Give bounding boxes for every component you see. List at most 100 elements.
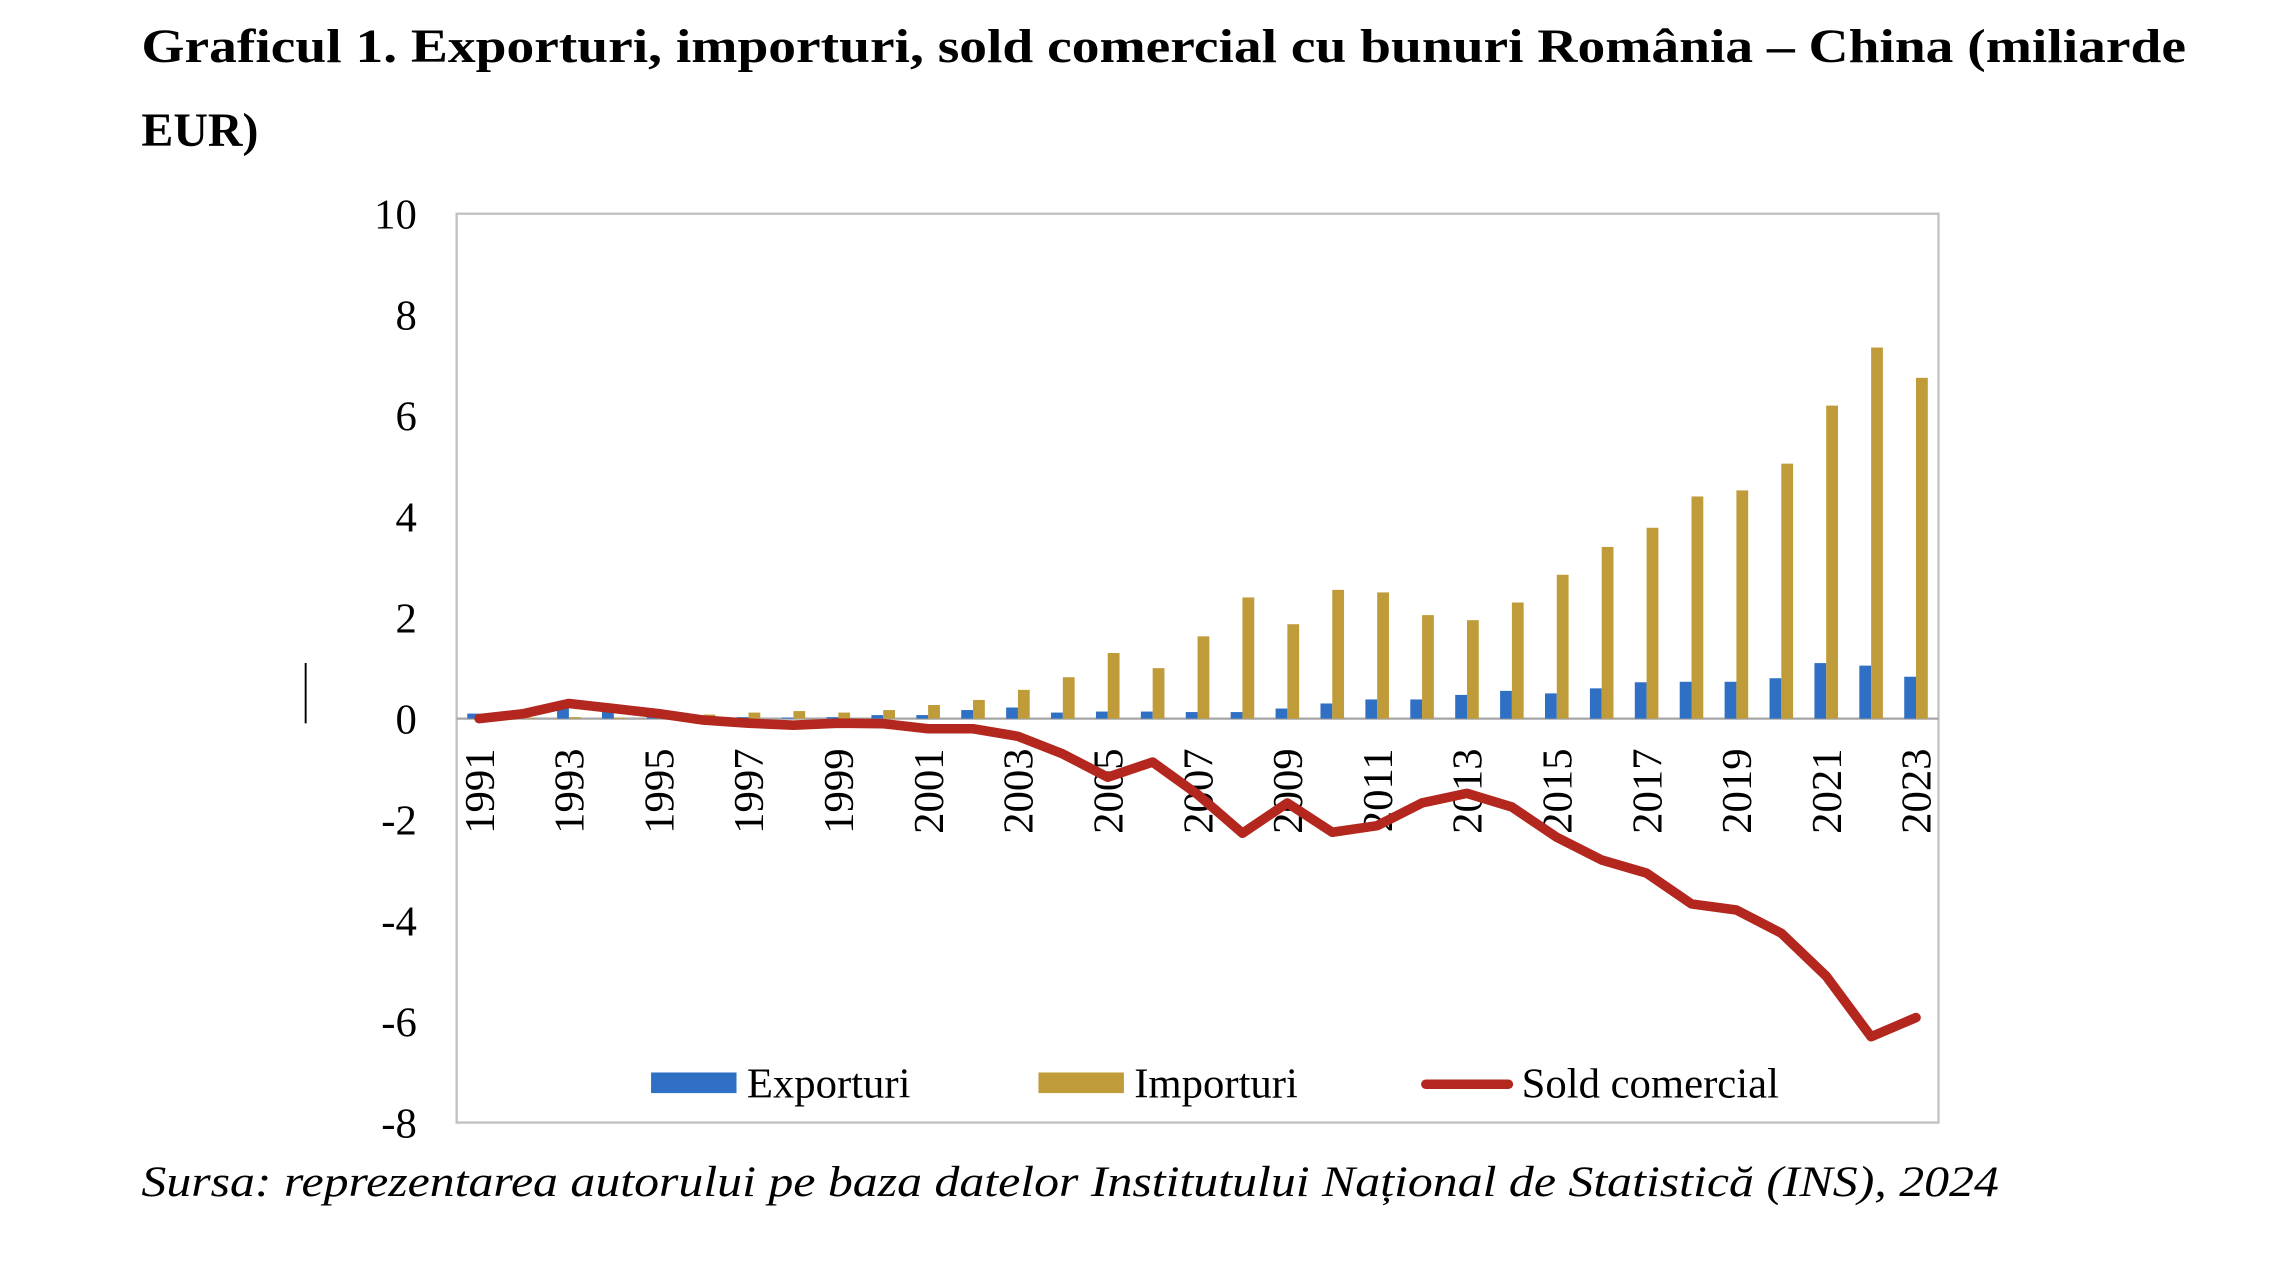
bar-exporturi: [871, 715, 884, 719]
x-tick-label: 2009: [1265, 748, 1312, 833]
bar-exporturi: [1230, 712, 1243, 719]
bar-exporturi: [602, 707, 614, 719]
x-tick-label: 1997: [726, 748, 773, 833]
bar-importuri: [883, 710, 896, 719]
bar-exporturi: [1769, 678, 1782, 719]
chart-title-line-2: EUR): [141, 104, 258, 157]
y-tick-label: -8: [381, 1100, 417, 1147]
bar-importuri: [793, 711, 806, 719]
bar-exporturi: [1006, 707, 1018, 719]
bar-importuri: [928, 705, 940, 719]
bar-importuri: [1107, 652, 1120, 719]
y-tick-label: 4: [396, 494, 417, 541]
bar-exporturi: [961, 710, 974, 719]
bar-importuri: [1062, 677, 1075, 719]
bar-importuri: [1197, 636, 1210, 719]
bar-exporturi: [467, 713, 480, 719]
bar-exporturi: [1679, 681, 1692, 719]
x-tick-label: 1991: [457, 748, 504, 833]
bar-exporturi: [1904, 676, 1917, 719]
y-axis-tick-labels: 10 8 6 4 2 0 -2 -4 -6 -8: [374, 191, 417, 1147]
bar-importuri: [523, 717, 536, 719]
x-tick-label: 1993: [547, 748, 594, 833]
x-tick-label: 2003: [996, 748, 1043, 833]
bar-exporturi: [1365, 699, 1378, 719]
y-tick-label: 0: [396, 696, 417, 743]
legend-label-importuri: Importuri: [1134, 1061, 1298, 1108]
bar-exporturi: [1545, 693, 1557, 719]
bar-exporturi: [736, 717, 749, 719]
bar-importuri: [1556, 574, 1569, 719]
bar-importuri: [748, 712, 761, 719]
bar-importuri: [1871, 347, 1883, 719]
bar-exporturi: [1275, 708, 1288, 719]
bar-importuri: [1691, 496, 1704, 719]
line-sold-comercial: [474, 698, 1921, 1042]
bar-exporturi: [1589, 688, 1602, 719]
bar-exporturi: [826, 717, 839, 719]
bar-exporturi: [1859, 665, 1872, 719]
x-tick-label: 2023: [1894, 748, 1941, 833]
bar-importuri: [1781, 463, 1794, 719]
bar-importuri: [838, 712, 851, 719]
bar-importuri: [1017, 689, 1030, 719]
x-tick-label: 2001: [906, 748, 953, 833]
x-tick-label: 1995: [636, 748, 683, 833]
bar-exporturi: [1724, 681, 1737, 719]
bar-importuri: [1332, 589, 1345, 719]
bar-exporturi: [1185, 712, 1198, 719]
bar-exporturi: [1814, 663, 1827, 719]
source-note: Sursa: reprezentarea autorului pe baza d…: [141, 1158, 1998, 1206]
y-tick-label: 2: [396, 595, 417, 642]
y-tick-label: 10: [374, 191, 417, 238]
legend-label-sold-comercial: Sold comercial: [1522, 1061, 1779, 1108]
bar-exporturi: [781, 717, 794, 719]
x-tick-label: 2021: [1804, 748, 1851, 833]
bar-exporturi: [916, 715, 929, 719]
bar-exporturi: [557, 701, 569, 719]
bar-exporturi: [1051, 712, 1063, 719]
x-tick-label: 2005: [1085, 748, 1132, 833]
y-tick-label: 8: [396, 292, 417, 339]
bar-importuri: [613, 717, 626, 719]
bar-exporturi: [1500, 690, 1512, 719]
bar-importuri: [1646, 527, 1659, 719]
x-tick-label: 2017: [1624, 748, 1671, 833]
x-axis-tick-labels: 1991 1993 1995 1997 1999 2001 2003 2005 2007 2009…: [457, 748, 1941, 833]
y-tick-label: -6: [381, 999, 417, 1046]
y-tick-label: 6: [396, 393, 417, 440]
bar-importuri: [1152, 668, 1165, 719]
chart-title-line-1: Graficul 1. Exporturi, importuri, sold c…: [141, 20, 2186, 73]
bar-importuri: [1601, 546, 1614, 719]
bar-exporturi: [1095, 711, 1108, 719]
bar-importuri: [1287, 624, 1300, 719]
bar-importuri: [1377, 592, 1389, 719]
bar-importuri: [1422, 615, 1434, 719]
bar-exporturi: [1140, 711, 1153, 719]
bar-exporturi: [1410, 699, 1423, 719]
x-tick-label: 2019: [1714, 748, 1761, 833]
legend-swatch-exporturi: [651, 1072, 737, 1094]
y-tick-label: -4: [381, 898, 417, 945]
bar-importuri: [1511, 602, 1524, 719]
legend-label-exporturi: Exporturi: [747, 1061, 911, 1108]
bar-importuri: [1466, 620, 1479, 719]
bar-exporturi: [1455, 694, 1467, 719]
bar-importuri: [1736, 490, 1749, 719]
line-series-group: [474, 698, 1921, 1042]
legend: Exporturi Importuri Sold comercial: [651, 1061, 1779, 1108]
x-tick-label: 1999: [816, 748, 863, 833]
legend-swatch-importuri: [1038, 1072, 1124, 1094]
bar-exporturi: [1634, 682, 1647, 719]
bar-importuri: [973, 699, 985, 719]
x-tick-label: 2015: [1535, 748, 1582, 833]
plot-area-border: [455, 212, 1940, 1124]
bar-importuri: [1242, 597, 1255, 719]
bar-importuri: [1916, 377, 1928, 719]
y-tick-label: -2: [381, 797, 417, 844]
bar-exporturi: [1320, 703, 1333, 719]
bar-importuri: [1826, 405, 1839, 719]
bar-series-group: [467, 347, 1928, 719]
